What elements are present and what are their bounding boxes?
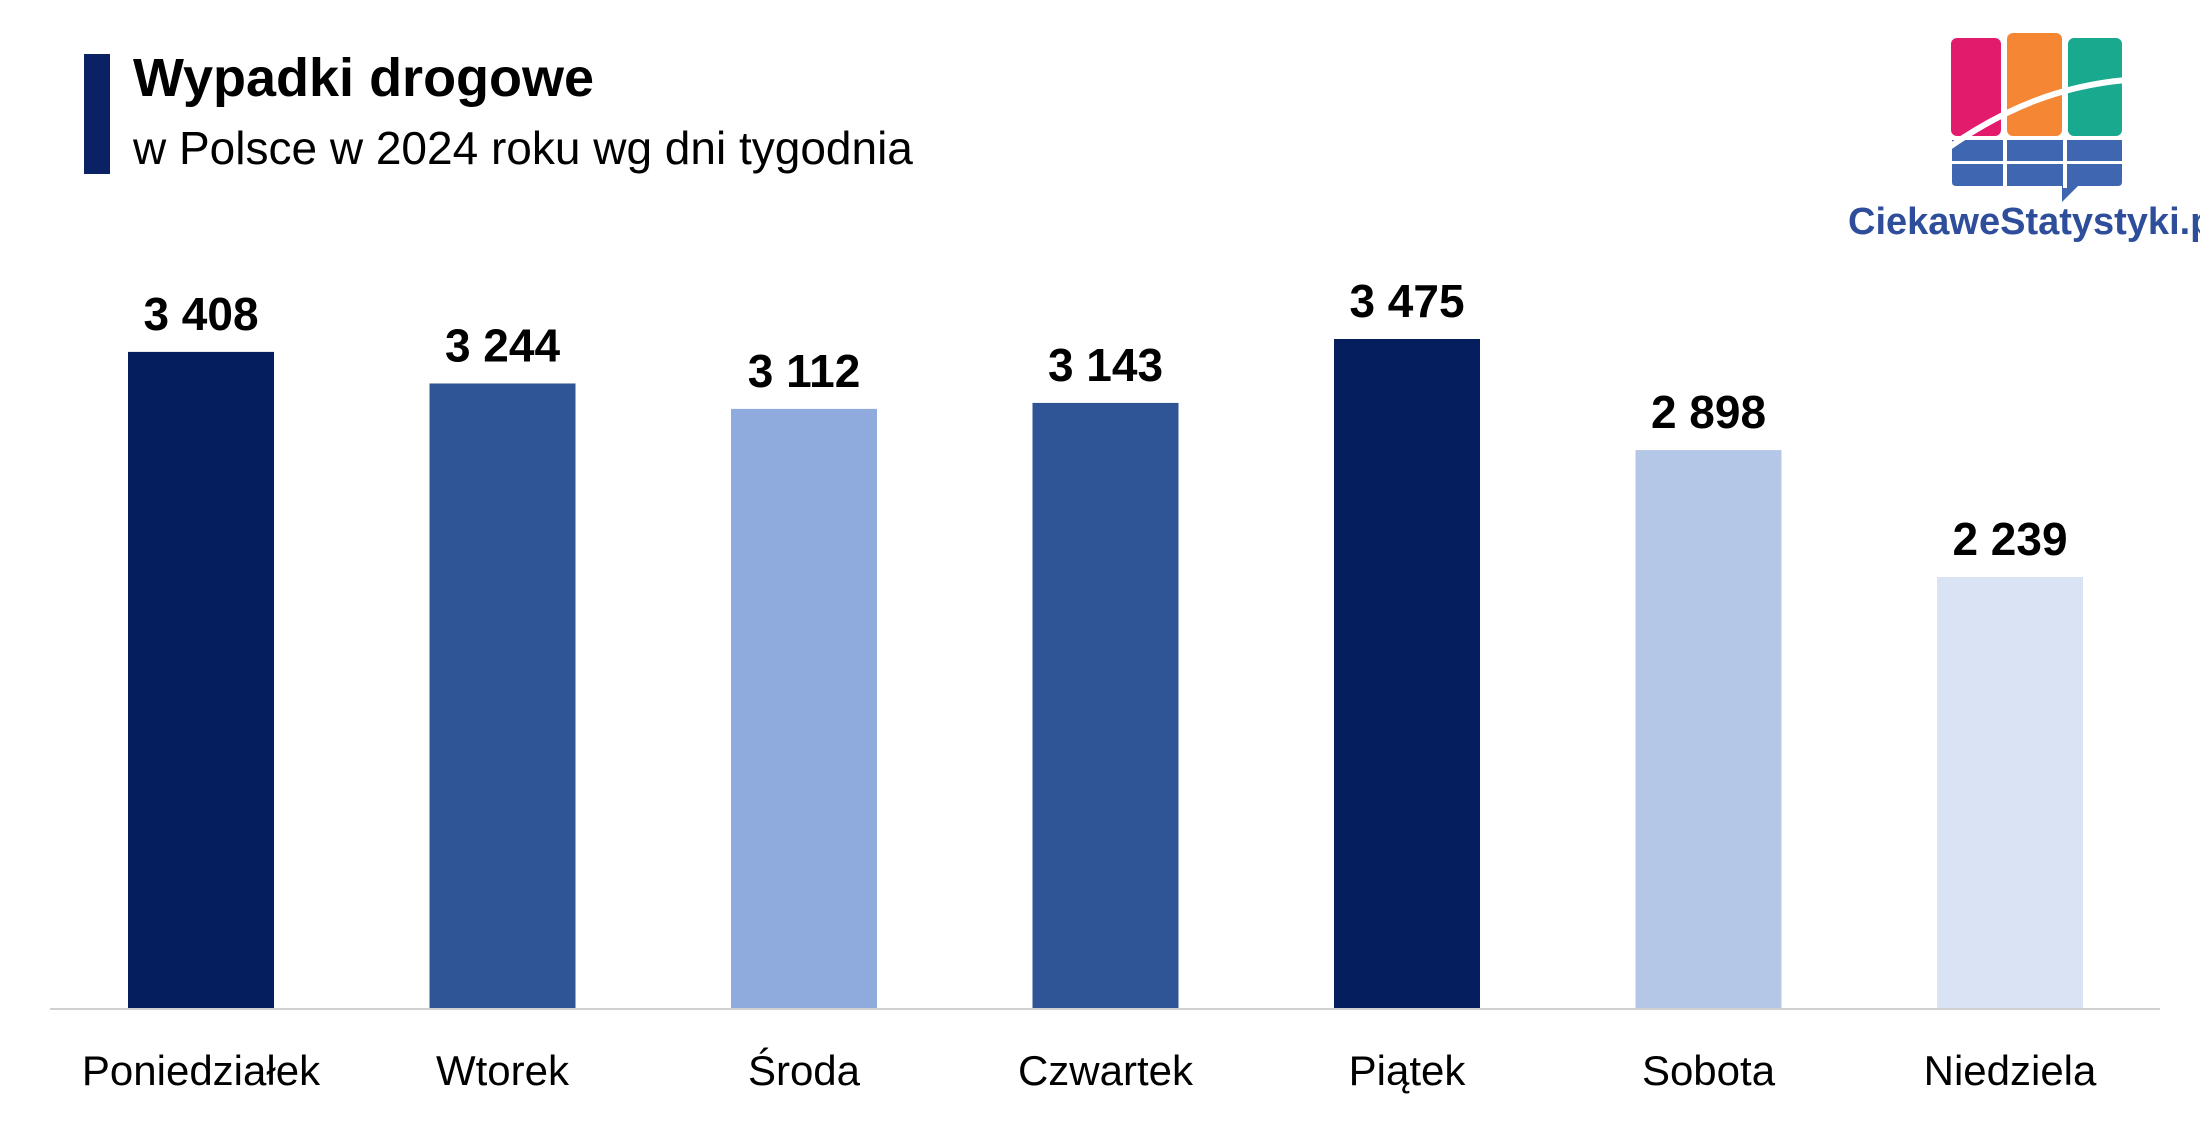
data-label-3: 3 112 — [748, 345, 861, 397]
x-tick-label-7: Niedziela — [1924, 1047, 2097, 1094]
chart-subtitle: w Polsce w 2024 roku wg dni tygodnia — [133, 122, 913, 174]
data-label-7: 2 239 — [1952, 513, 2067, 565]
data-label-2: 3 244 — [445, 319, 561, 371]
data-label-4: 3 143 — [1048, 339, 1163, 391]
logo-icon — [1950, 33, 2127, 202]
x-tick-label-5: Piątek — [1349, 1047, 1467, 1094]
bar-3 — [731, 408, 877, 1008]
logo-text: CiekaweStatystyki.pl — [1848, 201, 2200, 243]
data-label-5: 3 475 — [1349, 275, 1464, 327]
x-tick-label-1: Poniedziałek — [82, 1047, 321, 1094]
x-tick-label-3: Środa — [748, 1046, 861, 1094]
data-label-1: 3 408 — [143, 288, 258, 340]
x-tick-label-6: Sobota — [1642, 1047, 1776, 1094]
bar-6 — [1635, 450, 1782, 1008]
bar-7 — [1937, 576, 2083, 1008]
bar-5 — [1334, 339, 1480, 1008]
bar-2 — [429, 383, 576, 1008]
bar-4 — [1032, 402, 1179, 1008]
chart-title: Wypadki drogowe — [133, 48, 595, 108]
x-tick-label-2: Wtorek — [436, 1047, 570, 1094]
x-tick-label-4: Czwartek — [1018, 1047, 1194, 1094]
title-accent-bar — [84, 54, 110, 174]
bar-1 — [128, 351, 274, 1009]
data-label-6: 2 898 — [1651, 386, 1766, 438]
